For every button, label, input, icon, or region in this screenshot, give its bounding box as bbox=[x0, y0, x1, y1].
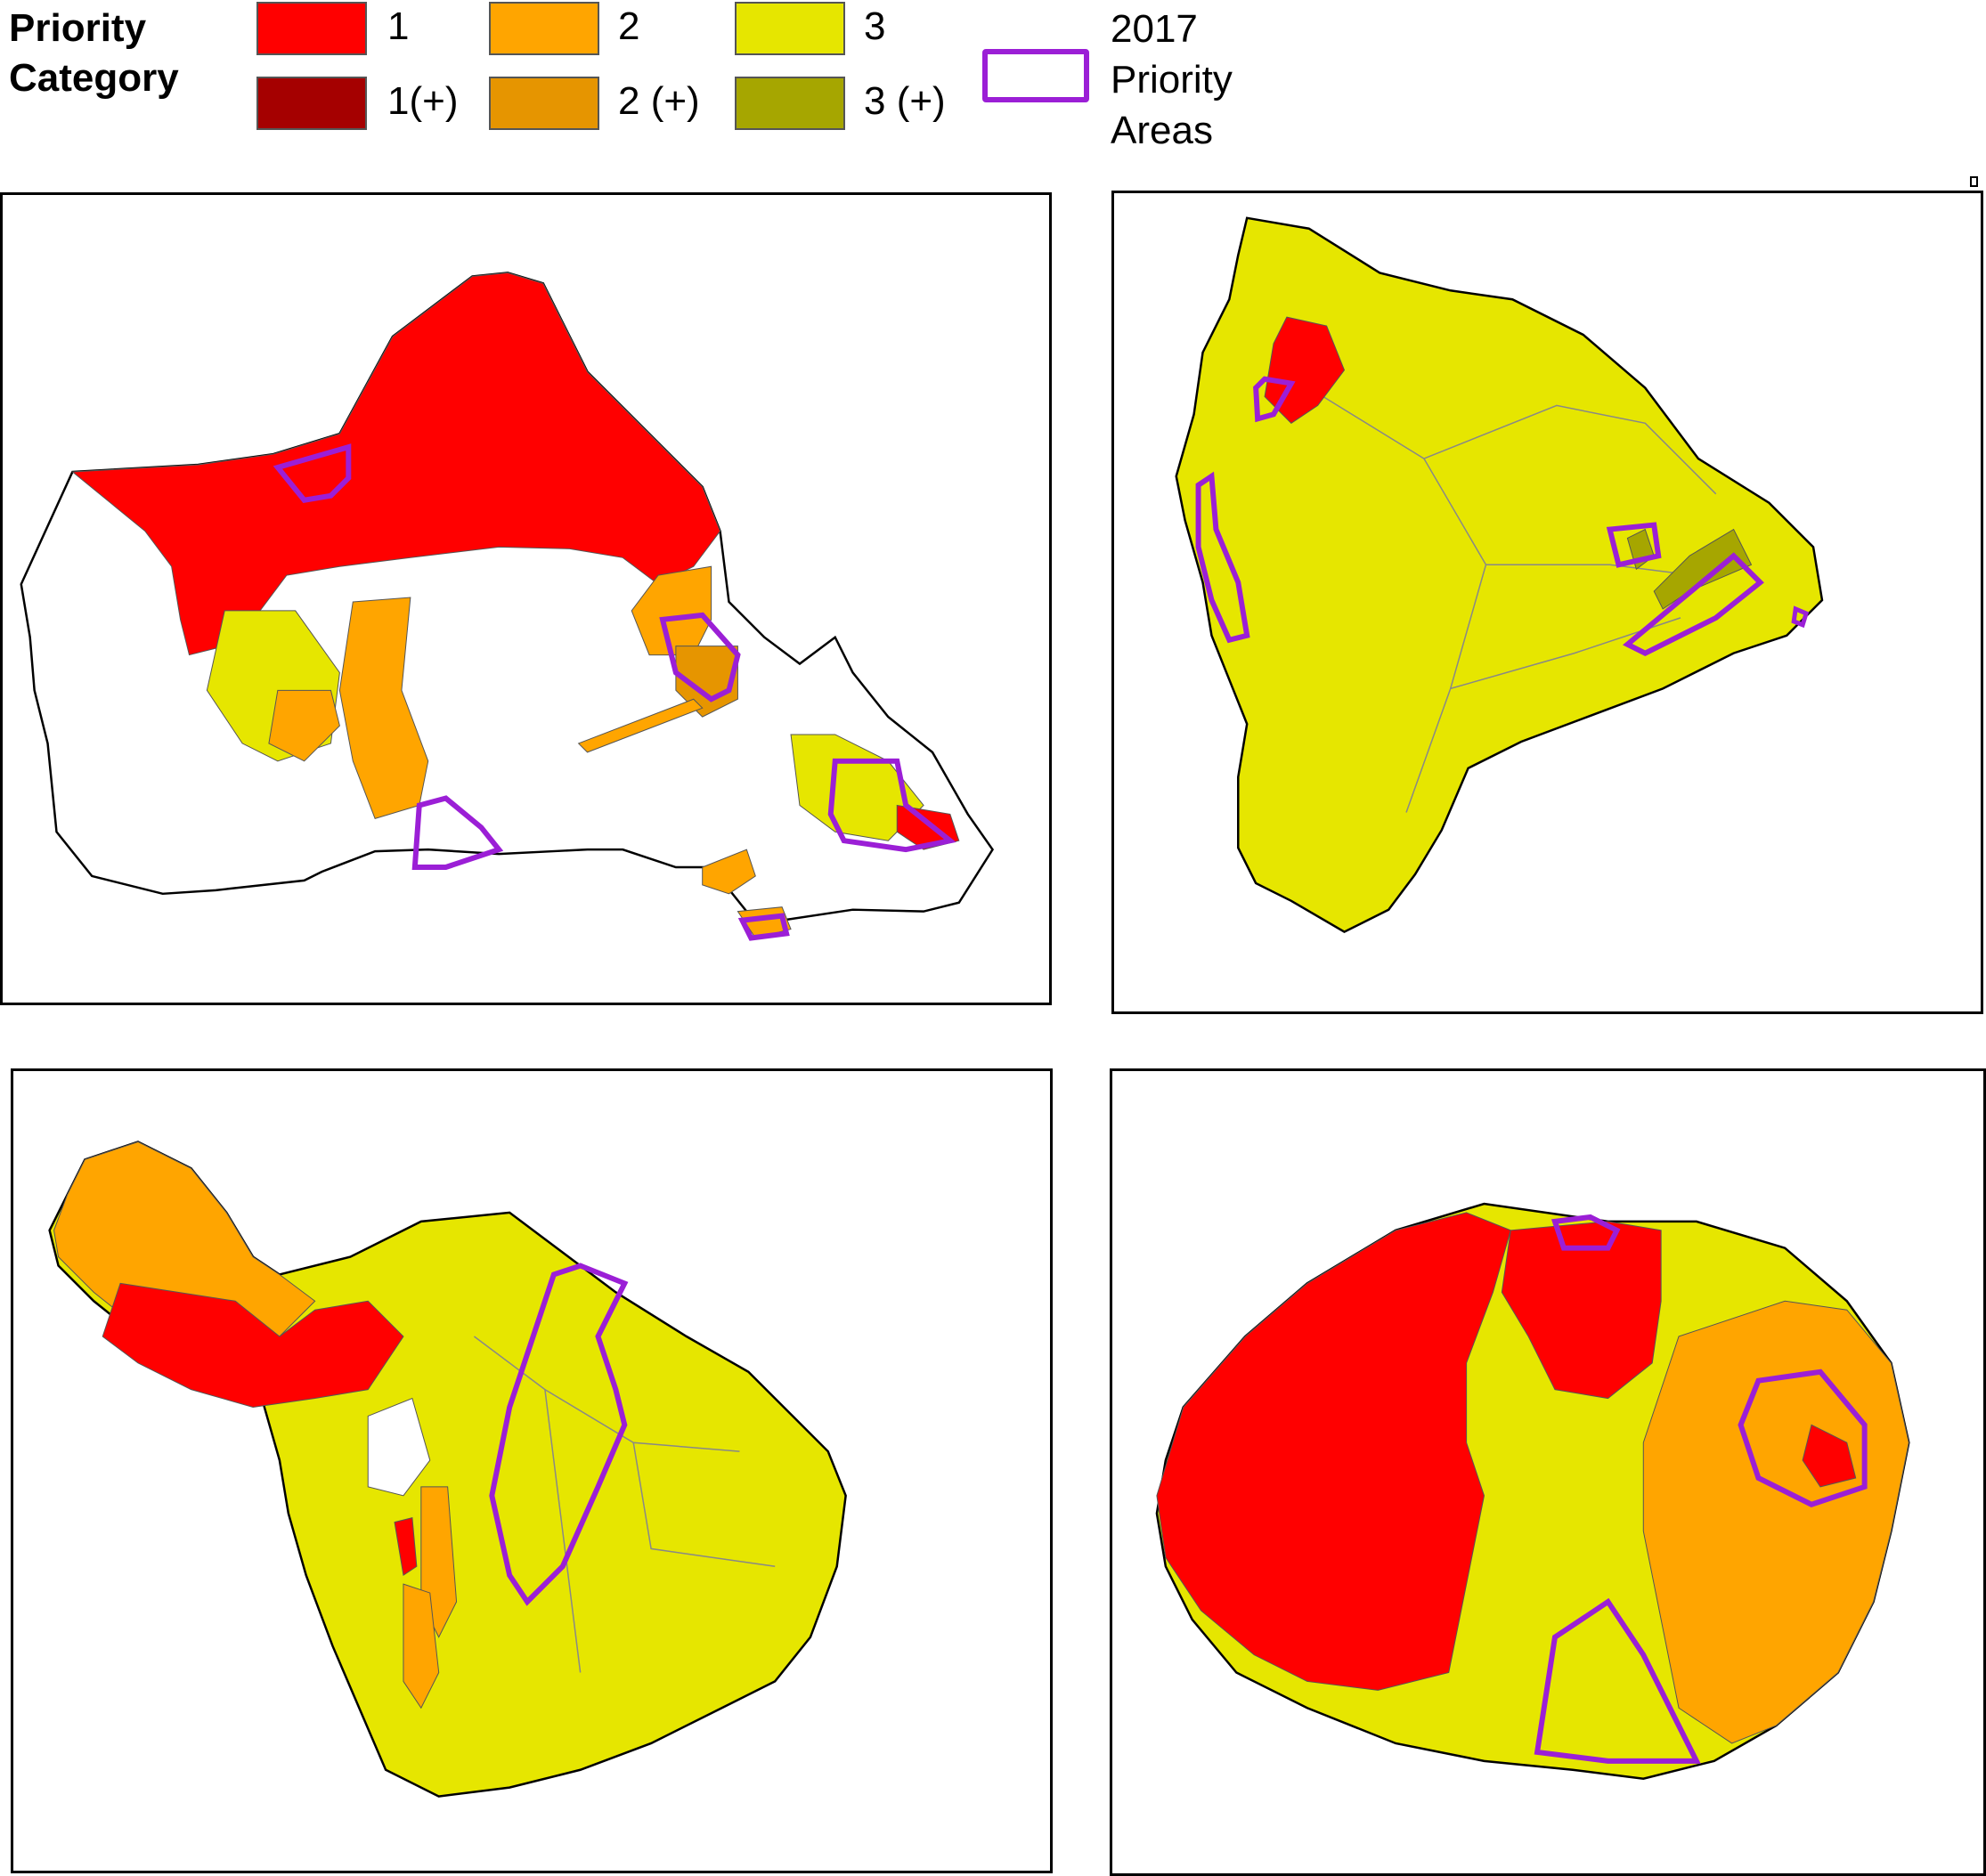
legend-swatch-1-plus bbox=[256, 77, 367, 130]
maui-priority-area bbox=[489, 1263, 629, 1606]
kauai-category-1-west bbox=[1156, 1212, 1511, 1691]
legend-label-1-plus: 1(+) bbox=[387, 79, 459, 123]
legend-swatch-2 bbox=[489, 2, 599, 55]
legend-label-priority-areas: 2017 Priority Areas bbox=[1111, 7, 1233, 152]
oahu-priority-area-north bbox=[273, 443, 352, 503]
kauai-priority-area-east bbox=[1738, 1368, 1868, 1507]
oahu-category-2-southwest bbox=[268, 689, 340, 762]
oahu-category-2-south bbox=[702, 849, 756, 895]
hawaii-priority-area-east-2 bbox=[1623, 552, 1764, 656]
legend-swatch-3 bbox=[735, 2, 845, 55]
legend-title: Priority Category bbox=[9, 6, 179, 100]
legend-label-2: 2 bbox=[618, 4, 640, 48]
legend-label-3-plus: 3 (+) bbox=[864, 79, 946, 123]
map-panel-oahu bbox=[0, 192, 1052, 1005]
maui-central-gap bbox=[367, 1397, 431, 1497]
hawaii-priority-area-east-tip bbox=[1791, 605, 1810, 629]
oahu-priority-area-southwest bbox=[411, 795, 504, 870]
maui-category-2-southwest bbox=[403, 1583, 440, 1710]
legend-swatch-1 bbox=[256, 2, 367, 55]
map-kauai bbox=[1155, 1202, 1910, 1780]
map-panel-maui bbox=[11, 1068, 1053, 1873]
corner-mark bbox=[1970, 176, 1978, 187]
kauai-category-1-north bbox=[1501, 1221, 1662, 1400]
hawaii-priority-area-east-1 bbox=[1606, 522, 1662, 568]
oahu-category-2-strip bbox=[577, 698, 704, 753]
map-maui bbox=[48, 1141, 847, 1798]
kauai-priority-area-north bbox=[1551, 1214, 1621, 1251]
hawaii-district-lines bbox=[1308, 386, 1717, 813]
hawaii-priority-area-north bbox=[1253, 376, 1296, 423]
kauai-category-1-east bbox=[1802, 1424, 1857, 1488]
legend-swatch-priority-areas bbox=[982, 49, 1089, 102]
maui-category-1-central bbox=[394, 1517, 418, 1577]
kauai-category-2-east bbox=[1642, 1300, 1909, 1744]
kauai-priority-area-south bbox=[1534, 1597, 1701, 1764]
map-panel-kauai bbox=[1110, 1068, 1986, 1876]
legend-swatch-3-plus bbox=[735, 77, 845, 130]
map-oahu bbox=[20, 272, 995, 941]
oahu-priority-area-southeast bbox=[827, 758, 956, 853]
legend-swatch-2-plus bbox=[489, 77, 599, 130]
hawaii-island bbox=[1175, 216, 1824, 933]
legend-label-2-plus: 2 (+) bbox=[618, 79, 700, 123]
legend-label-1: 1 bbox=[387, 4, 410, 48]
oahu-priority-area-east bbox=[659, 612, 741, 702]
map-hawaii bbox=[1175, 216, 1824, 933]
oahu-priority-area-south bbox=[737, 913, 790, 941]
maui-district-lines bbox=[473, 1336, 776, 1673]
map-panel-hawaii bbox=[1111, 191, 1983, 1014]
hawaii-priority-area-west bbox=[1195, 471, 1250, 644]
legend-label-3: 3 bbox=[864, 4, 886, 48]
maui-category-1-west bbox=[102, 1282, 404, 1408]
